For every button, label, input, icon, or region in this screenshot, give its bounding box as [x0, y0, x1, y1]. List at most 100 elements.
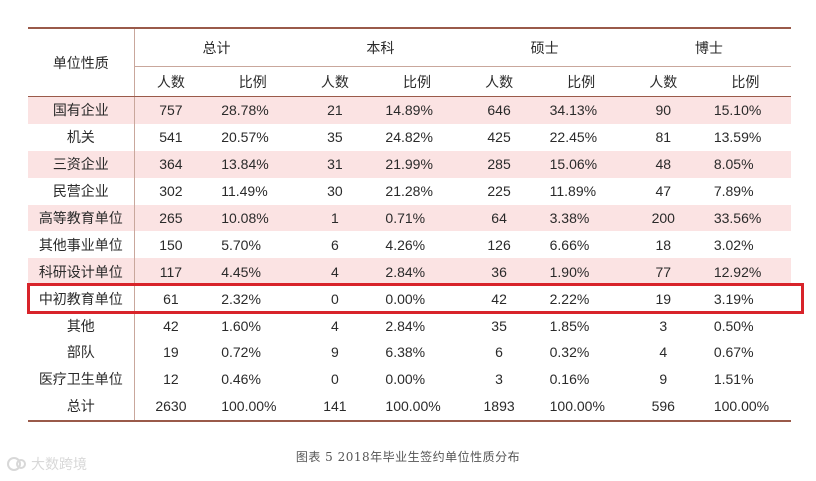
ratio-cell: 0.67%: [713, 344, 754, 361]
group-header-master: 硕士: [462, 28, 627, 67]
count-cell: 81: [655, 129, 672, 146]
ratio-cell: 3.19%: [713, 290, 754, 307]
ratio-cell: 1.51%: [713, 371, 754, 388]
ratio-cell: 1.60%: [221, 317, 261, 334]
ratio-cell: 100.00%: [385, 398, 441, 415]
sub-header-count: 人数: [156, 73, 185, 90]
ratio-cell: 0.16%: [549, 371, 590, 388]
count-cell: 61: [163, 290, 179, 307]
count-cell: 757: [159, 102, 183, 119]
table-row: 科研设计单位 117 4.45% 4 2.84% 36 1.90% 77 12.92%: [28, 258, 791, 286]
ratio-cell: 11.49%: [221, 183, 268, 200]
ratio-cell: 12.92%: [713, 263, 762, 280]
count-cell: 0: [330, 290, 339, 307]
count-cell: 47: [655, 183, 672, 200]
count-cell: 126: [487, 236, 511, 253]
ratio-cell: 22.45%: [549, 129, 598, 146]
ratio-cell: 5.70%: [221, 236, 261, 253]
ratio-cell: 4.45%: [221, 263, 261, 280]
figure-caption: 图表 5 2018年毕业生签约单位性质分布: [295, 450, 521, 464]
group-header-doctor: 博士: [626, 28, 791, 67]
row-label: 其他: [28, 312, 135, 340]
group-header-total: 总计: [134, 28, 299, 67]
count-cell: 225: [487, 183, 511, 200]
sub-header-count: 人数: [485, 73, 514, 90]
table-row: 中初教育单位 61 2.32% 0 0.00% 42 2.22% 19 3.19%: [28, 285, 791, 313]
table-row: 三资企业 364 13.84% 31 21.99% 285 15.06% 48 8.05%: [28, 150, 791, 178]
count-cell: 1893: [483, 398, 515, 415]
table-row: 机关 541 20.57% 35 24.82% 425 22.45% 81 13.59%: [28, 123, 791, 151]
table-row: 其他事业单位 150 5.70% 6 4.26% 126 6.66% 18 3.02%: [28, 231, 791, 259]
count-cell: 2630: [155, 398, 187, 415]
ratio-cell: 0.72%: [221, 344, 261, 361]
ratio-cell: 100.00%: [549, 398, 605, 415]
sub-header-ratio: 比例: [402, 73, 431, 90]
row-label: 部队: [28, 339, 135, 366]
ratio-cell: 21.99%: [385, 156, 433, 173]
count-cell: 31: [327, 156, 343, 173]
table-row: 国有企业 757 28.78% 21 14.89% 646 34.13% 90 15.10%: [28, 96, 791, 124]
count-cell: 6: [495, 344, 503, 361]
group-header-bachelor: 本科: [298, 28, 463, 67]
sub-header-ratio: 比例: [567, 73, 596, 90]
watermark-logo-icon: [7, 457, 26, 471]
ratio-cell: 20.57%: [221, 129, 269, 146]
row-label: 医疗卫生单位: [28, 365, 135, 393]
sub-header-ratio: 比例: [731, 73, 760, 90]
row-label: 三资企业: [28, 150, 135, 178]
ratio-cell: 11.89%: [549, 183, 597, 200]
count-cell: 302: [159, 183, 183, 200]
ratio-cell: 15.10%: [713, 102, 762, 119]
ratio-cell: 3.02%: [713, 236, 754, 253]
ratio-cell: 1.85%: [549, 317, 590, 334]
ratio-cell: 0.71%: [385, 210, 426, 226]
count-cell: 64: [491, 210, 507, 226]
count-cell: 21: [327, 102, 343, 119]
ratio-cell: 33.56%: [713, 210, 762, 226]
sub-header-row: 人数 比例 人数 比例 人数 比例 人数 比例: [28, 67, 791, 97]
ratio-cell: 2.84%: [385, 263, 426, 280]
ratio-cell: 100.00%: [713, 398, 770, 415]
count-cell: 35: [491, 317, 507, 334]
ratio-cell: 2.22%: [549, 290, 590, 307]
count-cell: 364: [159, 156, 183, 173]
table-body: 国有企业 757 28.78% 21 14.89% 646 34.13% 90 15.10% 机关…: [28, 96, 791, 421]
count-cell: 0: [330, 371, 339, 388]
count-cell: 646: [487, 102, 511, 119]
row-label: 中初教育单位: [28, 285, 135, 313]
ratio-cell: 0.50%: [713, 317, 754, 334]
ratio-cell: 24.82%: [385, 129, 433, 146]
count-cell: 42: [491, 290, 507, 307]
ratio-cell: 10.08%: [221, 210, 269, 226]
ratio-cell: 6.66%: [549, 236, 590, 253]
table-row: 其他 42 1.60% 4 2.84% 35 1.85% 3 0.50%: [28, 312, 791, 340]
count-cell: 35: [327, 129, 343, 146]
row-label: 其他事业单位: [28, 231, 135, 259]
row-label: 国有企业: [28, 96, 135, 124]
row-label: 高等教育单位: [28, 204, 135, 232]
count-cell: 19: [655, 290, 672, 307]
count-cell: 285: [487, 156, 511, 173]
ratio-cell: 14.89%: [385, 102, 433, 119]
count-cell: 9: [659, 371, 668, 388]
count-cell: 117: [159, 263, 183, 280]
count-cell: 4: [659, 344, 668, 361]
count-cell: 1: [330, 210, 339, 226]
count-cell: 48: [655, 156, 672, 173]
count-cell: 18: [655, 236, 672, 253]
count-cell: 77: [655, 263, 672, 280]
ratio-cell: 8.05%: [713, 156, 754, 173]
row-label: 机关: [28, 123, 135, 151]
ratio-cell: 13.84%: [221, 156, 269, 173]
ratio-cell: 13.59%: [713, 129, 762, 146]
count-cell: 6: [330, 236, 339, 253]
ratio-cell: 2.84%: [385, 317, 426, 334]
count-cell: 596: [651, 398, 675, 415]
row-header-label: 单位性质: [28, 28, 135, 97]
ratio-cell: 28.78%: [221, 102, 269, 119]
count-cell: 90: [655, 102, 672, 119]
count-cell: 200: [651, 210, 675, 226]
ratio-cell: 0.00%: [385, 371, 426, 388]
count-cell: 42: [163, 317, 179, 334]
row-label: 总计: [28, 392, 135, 421]
